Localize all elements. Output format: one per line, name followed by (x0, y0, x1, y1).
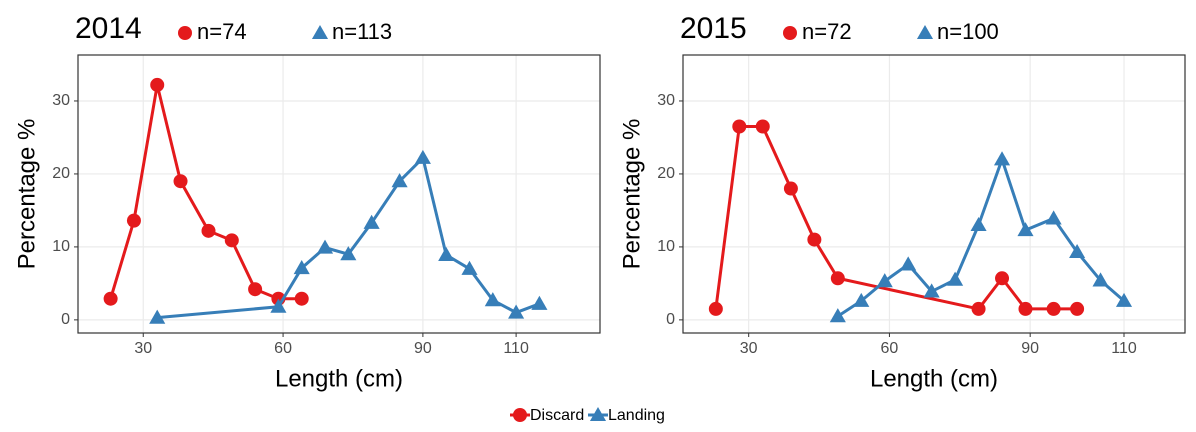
x-tick-label: 60 (274, 340, 292, 357)
data-point (1069, 243, 1086, 259)
data-point (853, 292, 870, 307)
data-point (1045, 210, 1062, 225)
data-point (1115, 292, 1133, 307)
x-tick-label: 110 (503, 340, 529, 357)
y-tick-label: 0 (61, 311, 70, 328)
data-point (149, 309, 166, 324)
data-point (103, 291, 118, 306)
x-tick-label: 90 (1021, 340, 1039, 357)
data-point (294, 291, 309, 306)
data-point (531, 295, 548, 310)
annotation-marker (178, 26, 192, 40)
x-axis-title: Length (cm) (870, 365, 998, 392)
data-point (783, 181, 798, 196)
chart-title: 2015 (680, 12, 747, 45)
x-tick-label: 90 (414, 340, 432, 357)
x-tick-label: 110 (1111, 340, 1137, 357)
data-point (1018, 301, 1033, 316)
data-point (173, 174, 188, 189)
annotation: n=113 (332, 19, 392, 44)
y-tick-label: 20 (52, 165, 70, 182)
data-point (248, 282, 263, 297)
x-tick-label: 60 (881, 340, 899, 357)
data-point (829, 308, 846, 323)
plot-border (77, 54, 601, 334)
x-tick-label: 30 (740, 340, 758, 357)
chart-title: 2014 (75, 12, 142, 45)
data-point (438, 246, 455, 261)
annotation: n=74 (197, 19, 247, 44)
data-point (340, 246, 357, 261)
data-point (971, 301, 986, 316)
data-point (363, 214, 380, 229)
y-axis-title: Percentage % (13, 119, 40, 270)
data-point (1046, 301, 1061, 316)
data-point (391, 173, 408, 188)
data-point (970, 216, 987, 232)
legend-marker (589, 406, 607, 422)
data-point (830, 271, 845, 286)
annotation: n=100 (937, 19, 999, 44)
plot-border (682, 54, 1186, 334)
legend-label: Discard (530, 407, 584, 424)
annotation-marker (916, 24, 934, 40)
legend-marker (513, 408, 527, 422)
data-point (270, 298, 287, 313)
data-point (508, 304, 525, 319)
data-point (1017, 222, 1034, 237)
data-point (414, 149, 431, 164)
data-point (461, 260, 478, 275)
y-tick-label: 10 (657, 238, 675, 255)
data-point (900, 256, 917, 271)
data-point (150, 77, 165, 92)
data-point (755, 119, 770, 134)
annotation: n=72 (802, 19, 852, 44)
y-axis-title: Percentage % (618, 119, 645, 270)
data-point (316, 239, 334, 254)
x-axis-title: Length (cm) (275, 365, 403, 392)
data-point (947, 271, 964, 286)
y-tick-label: 20 (657, 165, 675, 182)
data-point (876, 273, 893, 288)
data-point (995, 271, 1010, 286)
y-tick-label: 10 (52, 238, 70, 255)
x-tick-label: 30 (134, 340, 152, 357)
data-point (201, 223, 216, 238)
legend-label: Landing (608, 407, 665, 424)
data-point (484, 292, 501, 307)
y-tick-label: 30 (52, 92, 70, 109)
data-point (1070, 301, 1085, 316)
data-point (807, 232, 822, 247)
data-point (923, 283, 940, 298)
y-tick-label: 30 (657, 92, 675, 109)
y-tick-label: 0 (666, 311, 675, 328)
data-point (224, 233, 239, 248)
data-point (126, 213, 141, 228)
data-point (993, 151, 1011, 166)
data-point (293, 260, 310, 275)
data-point (1092, 272, 1109, 287)
annotation-marker (783, 26, 797, 40)
annotation-marker (311, 24, 329, 40)
data-point (708, 301, 723, 316)
data-point (732, 119, 747, 134)
